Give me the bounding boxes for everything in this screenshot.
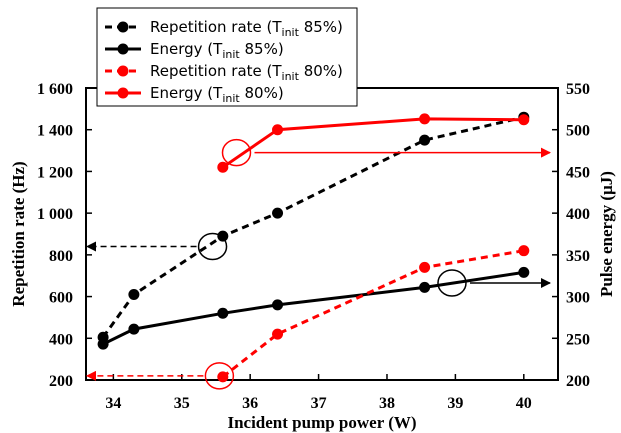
x-tick-label: 39 bbox=[447, 395, 463, 412]
annotation-circle-2 bbox=[437, 269, 467, 297]
legend-text-main: Repetition rate (T bbox=[150, 18, 282, 36]
legend-box bbox=[96, 7, 358, 107]
y-right-tick-label: 200 bbox=[566, 373, 590, 390]
legend-label-2: Repetition rate (Tinit 80%) bbox=[150, 62, 343, 83]
y-left-tick-label: 600 bbox=[49, 290, 73, 307]
series-1-point bbox=[272, 299, 284, 311]
y-left-tick-label: 200 bbox=[49, 373, 73, 390]
legend-text-tail: 85%) bbox=[240, 40, 284, 58]
series-line-1 bbox=[102, 270, 525, 346]
series-3-point bbox=[518, 114, 530, 126]
y-right-tick-label: 400 bbox=[566, 206, 590, 223]
series-3-point bbox=[419, 113, 431, 125]
series-2-point bbox=[419, 261, 431, 273]
series-0-point bbox=[419, 134, 431, 146]
series-2-point bbox=[518, 245, 530, 257]
y-right-tick-label: 450 bbox=[566, 164, 590, 181]
y-right-tick-label: 250 bbox=[566, 331, 590, 348]
series-3-point bbox=[272, 124, 284, 136]
y-left-tick-label: 1 000 bbox=[37, 206, 73, 223]
legend-text-sub: init bbox=[222, 92, 240, 105]
series-0-point bbox=[272, 207, 284, 219]
y-right-tick-label: 300 bbox=[566, 290, 590, 307]
x-tick-label: 35 bbox=[174, 395, 190, 412]
x-tick-label: 36 bbox=[242, 395, 258, 412]
x-tick-label: 34 bbox=[105, 395, 121, 412]
legend-label-0: Repetition rate (Tinit 85%) bbox=[150, 18, 343, 39]
y-right-tick-label: 550 bbox=[566, 81, 590, 98]
legend-text-main: Repetition rate (T bbox=[150, 62, 282, 80]
series-3-point bbox=[217, 161, 229, 173]
series-1-point bbox=[128, 323, 140, 335]
legend-text-tail: 85%) bbox=[299, 18, 343, 36]
legend-text-tail: 80%) bbox=[299, 62, 343, 80]
legend-text-sub: init bbox=[222, 48, 240, 61]
y-left-axis-title: Repetition rate (Hz) bbox=[9, 161, 28, 306]
legend-marker-2 bbox=[117, 65, 129, 77]
series-layer bbox=[97, 111, 530, 383]
legend-text-sub: init bbox=[282, 26, 300, 39]
legend-marker-0 bbox=[117, 21, 129, 33]
legend-marker-1 bbox=[117, 43, 129, 55]
series-0-point bbox=[217, 230, 229, 242]
series-1-point bbox=[419, 281, 431, 293]
series-line-2 bbox=[221, 249, 525, 379]
series-line-0 bbox=[101, 115, 525, 339]
y-left-tick-label: 1 600 bbox=[37, 81, 73, 98]
series-1-point bbox=[97, 338, 109, 350]
legend-label-3: Energy (Tinit 80%) bbox=[150, 84, 284, 105]
y-left-tick-label: 1 200 bbox=[37, 164, 73, 181]
annotation-circle-0 bbox=[197, 232, 228, 261]
legend-marker-3 bbox=[117, 87, 129, 99]
legend-text-main: Energy (T bbox=[150, 40, 223, 58]
annotation-circle-3 bbox=[221, 138, 252, 167]
y-left-tick-label: 1 400 bbox=[37, 123, 73, 140]
series-2-point bbox=[217, 371, 229, 383]
y-left-tick-label: 400 bbox=[49, 331, 73, 348]
annotation-circle-1 bbox=[204, 362, 235, 390]
x-tick-label: 40 bbox=[516, 395, 532, 412]
annotations-layer bbox=[86, 138, 551, 390]
x-tick-label: 38 bbox=[379, 395, 395, 412]
y-right-axis-title: Pulse energy (µJ) bbox=[597, 171, 616, 297]
y-left-tick-label: 800 bbox=[49, 248, 73, 265]
series-1-point bbox=[217, 307, 229, 319]
legend-label-1: Energy (Tinit 85%) bbox=[150, 40, 284, 61]
legend-text-main: Energy (T bbox=[150, 84, 223, 102]
legend: Repetition rate (Tinit 85%)Energy (Tinit… bbox=[96, 7, 358, 107]
series-0-point bbox=[128, 288, 140, 300]
y-right-tick-label: 350 bbox=[566, 248, 590, 265]
series-2-point bbox=[272, 328, 284, 340]
axis-ticks: 34 35 36 37 38 39 40 200 400 600 800 1 000 1 200 1 40… bbox=[37, 81, 590, 412]
plot-area bbox=[85, 87, 559, 381]
y-right-tick-label: 500 bbox=[566, 123, 590, 140]
series-1-point bbox=[518, 266, 530, 278]
legend-text-sub: init bbox=[282, 70, 300, 83]
x-tick-label: 37 bbox=[311, 395, 327, 412]
x-axis-title: Incident pump power (W) bbox=[227, 413, 416, 432]
legend-text-tail: 80%) bbox=[240, 84, 284, 102]
